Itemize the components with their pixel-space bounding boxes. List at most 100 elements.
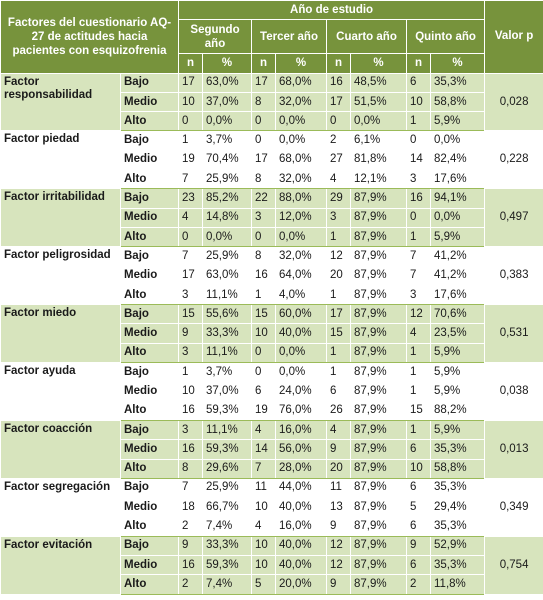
count-cell: 26	[326, 400, 352, 421]
count-cell: 2	[178, 516, 204, 537]
percent-cell: 44,0%	[275, 477, 328, 499]
count-cell: 1	[178, 130, 204, 151]
header-sub: %	[430, 53, 486, 74]
percent-cell: 87,9%	[350, 362, 408, 383]
percent-cell: 23,5%	[430, 323, 486, 344]
header-row: Segundo año Tercer año Cuarto año Quinto añ…	[1, 19, 543, 55]
percent-cell: 87,9%	[350, 207, 408, 228]
percent-cell: 82,4%	[430, 149, 486, 171]
count-cell: 11	[251, 477, 277, 499]
percent-cell: 48,5%	[350, 72, 408, 93]
percent-cell: 25,9%	[202, 246, 253, 267]
percent-cell: 55,6%	[202, 304, 253, 325]
percent-cell: 87,9%	[350, 226, 408, 248]
data-row: Medio 19 70,4% 17 68,0% 27 81,8% 14 82,4%	[1, 149, 543, 171]
percent-cell: 59,3%	[202, 400, 253, 421]
percent-cell: 5,9%	[430, 111, 486, 132]
count-cell: 15	[251, 304, 277, 325]
count-cell: 0	[251, 111, 277, 132]
data-row: Factor piedad Bajo 1 3,7% 0 0,0% 2 6,1% 0 0,0% 0,2…	[0, 130, 543, 190]
p-value: 0,531	[484, 304, 543, 364]
count-cell: 4	[178, 207, 204, 228]
count-cell: 1	[406, 362, 432, 383]
percent-cell: 35,3%	[430, 477, 486, 499]
count-cell: 1	[406, 111, 432, 132]
count-cell: 17	[251, 149, 277, 171]
percent-cell: 35,3%	[430, 555, 486, 576]
percent-cell: 7,4%	[202, 574, 253, 595]
count-cell: 18	[178, 497, 204, 518]
count-cell: 1	[406, 342, 432, 364]
count-cell: 10	[251, 323, 277, 344]
count-cell: 6	[406, 516, 432, 537]
data-row: Alto 16 59,3% 19 76,0% 26 87,9% 15 88,2%	[1, 400, 543, 421]
percent-cell: 4,0%	[275, 284, 328, 306]
count-cell: 6	[406, 555, 432, 576]
percent-cell: 87,9%	[350, 342, 408, 364]
count-cell: 17	[326, 91, 352, 113]
factor-name: Factor peligrosidad	[0, 246, 121, 306]
count-cell: 27	[326, 149, 352, 171]
count-cell: 10	[251, 555, 277, 576]
data-row: Factor evitación Bajo 9 33,3% 10 40,0% 12 87,9%…	[0, 535, 543, 595]
percent-cell: 25,9%	[202, 477, 253, 499]
percent-cell: 12,1%	[350, 169, 408, 190]
count-cell: 4	[326, 169, 352, 190]
table-header: Factores del cuestionario AQ-27 de actit…	[0, 0, 543, 74]
count-cell: 1	[178, 362, 204, 383]
percent-cell: 60,0%	[275, 304, 328, 325]
p-value: 0,228	[484, 130, 543, 190]
count-cell: 10	[406, 458, 432, 479]
header-p: Valor p	[484, 0, 543, 74]
header-year: Tercer año	[251, 19, 328, 55]
percent-cell: 87,9%	[350, 381, 408, 402]
count-cell: 16	[178, 400, 204, 421]
level-label: Medio	[119, 555, 180, 576]
percent-cell: 56,0%	[275, 439, 328, 460]
level-label: Bajo	[119, 130, 180, 151]
percent-cell: 87,9%	[350, 555, 408, 576]
level-label: Bajo	[119, 304, 180, 325]
p-value: 0,349	[484, 477, 543, 537]
data-row: Medio 10 37,0% 6 24,0% 6 87,9% 1 5,9%	[1, 381, 543, 402]
percent-cell: 0,0%	[275, 130, 328, 151]
data-row: Factor peligrosidad Bajo 7 25,9% 8 32,0% 12 87,…	[0, 246, 543, 306]
percent-cell: 5,9%	[430, 381, 486, 402]
header-sub: n	[406, 53, 432, 74]
count-cell: 12	[326, 535, 352, 557]
factor-name: Factor coacción	[0, 419, 121, 479]
percent-cell: 12,0%	[275, 207, 328, 228]
percent-cell: 37,0%	[202, 381, 253, 402]
percent-cell: 5,9%	[430, 419, 486, 441]
header-sub: n	[326, 53, 352, 74]
percent-cell: 24,0%	[275, 381, 328, 402]
count-cell: 1	[326, 342, 352, 364]
p-value: 0,497	[484, 188, 543, 248]
count-cell: 19	[178, 149, 204, 171]
header-group: Año de estudio	[178, 0, 486, 21]
data-row: Factor segregación Bajo 7 25,9% 11 44,0% 11 87,…	[0, 477, 543, 537]
count-cell: 7	[178, 246, 204, 267]
count-cell: 3	[178, 284, 204, 306]
count-cell: 5	[406, 497, 432, 518]
percent-cell: 94,1%	[430, 188, 486, 209]
percent-cell: 11,1%	[202, 419, 253, 441]
count-cell: 6	[406, 477, 432, 499]
percent-cell: 87,9%	[350, 439, 408, 460]
percent-cell: 0,0%	[430, 207, 486, 228]
count-cell: 14	[406, 149, 432, 171]
percent-cell: 0,0%	[275, 111, 328, 132]
percent-cell: 35,3%	[430, 516, 486, 537]
percent-cell: 33,3%	[202, 535, 253, 557]
percent-cell: 58,8%	[430, 458, 486, 479]
level-label: Alto	[119, 226, 180, 248]
data-row: Alto 2 7,4% 5 20,0% 9 87,9% 2 11,8%	[1, 574, 543, 595]
count-cell: 10	[251, 535, 277, 557]
count-cell: 4	[251, 419, 277, 441]
percent-cell: 88,0%	[275, 188, 328, 209]
percent-cell: 0,0%	[275, 362, 328, 383]
data-row: Factor coacción Bajo 3 11,1% 4 16,0% 4 87,9% 1 5,…	[0, 419, 543, 479]
count-cell: 6	[406, 439, 432, 460]
count-cell: 1	[406, 419, 432, 441]
percent-cell: 16,0%	[275, 419, 328, 441]
